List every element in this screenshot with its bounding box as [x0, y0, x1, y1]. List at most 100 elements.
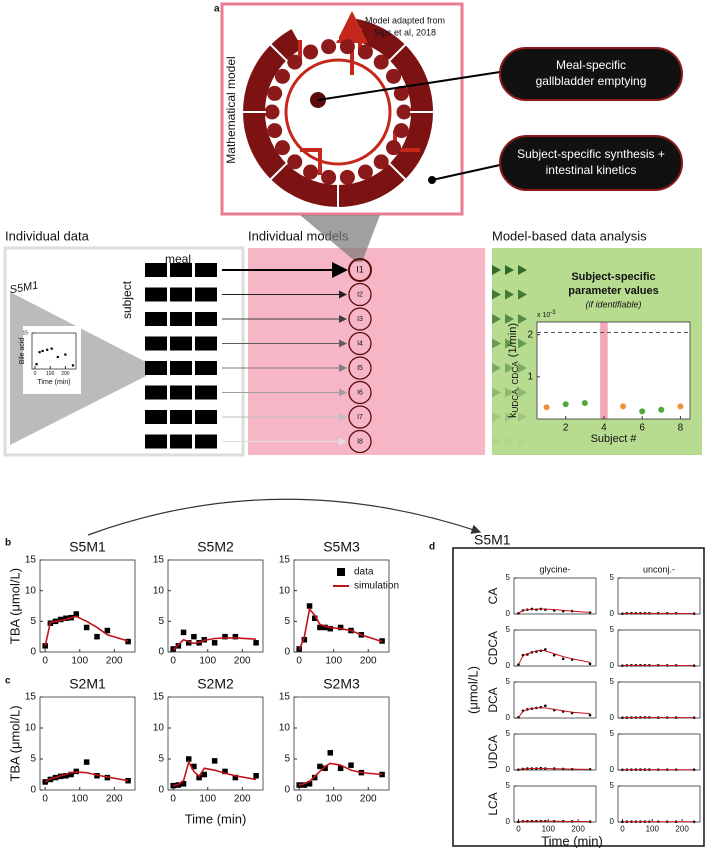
- x-tick-label: 6: [639, 423, 645, 434]
- data-point: [561, 657, 565, 661]
- data-point: [588, 662, 592, 666]
- y-tick-label: 0: [158, 647, 164, 658]
- data-point: [83, 624, 90, 631]
- legend-label: simulation: [354, 581, 399, 592]
- x-tick-label: 0: [170, 794, 176, 805]
- meal-block: [195, 336, 217, 351]
- y-tick-label: 5: [506, 729, 511, 738]
- zoom-funnel: [300, 215, 380, 262]
- y-tick-label: 2: [527, 329, 533, 340]
- sim-line: [298, 607, 383, 651]
- y-tick-label: 5: [610, 677, 615, 686]
- output-arrow: [492, 363, 501, 373]
- output-arrow: [518, 412, 527, 422]
- y-axis-label: UDCA: [486, 735, 500, 769]
- x-axis-label: Subject #: [591, 433, 638, 445]
- sim-line: [518, 820, 591, 823]
- panel-d-box: [452, 547, 705, 847]
- ring-cell: [274, 140, 290, 156]
- data-point: [196, 774, 202, 781]
- data-point: [337, 765, 344, 772]
- data-point: [306, 603, 313, 609]
- meal-block: [145, 410, 167, 424]
- output-arrow: [518, 363, 527, 373]
- panel-d-title: S5M1: [474, 532, 511, 548]
- data-point: [317, 763, 323, 770]
- model-node: [348, 282, 372, 307]
- model-label: I7: [357, 414, 363, 421]
- chart-title: Subject-specific: [571, 271, 655, 283]
- axes-frame: [167, 559, 264, 653]
- x-tick-label: 100: [646, 824, 660, 833]
- x-tick-label: 200: [675, 824, 689, 833]
- output-arrow: [505, 412, 514, 422]
- data-point: [73, 611, 80, 617]
- y-tick-label: 5: [610, 729, 615, 738]
- data-point: [337, 624, 344, 631]
- data-point: [38, 351, 41, 354]
- data-point: [63, 772, 69, 779]
- x-tick-label: 100: [199, 794, 216, 805]
- data-point: [639, 408, 646, 415]
- callout-line: [431, 164, 501, 181]
- chart-title: S5M1: [69, 539, 106, 555]
- data-point: [692, 612, 696, 615]
- section-title: Model-based data analysis: [492, 228, 647, 243]
- data-point: [544, 704, 547, 708]
- output-arrow: [492, 387, 501, 398]
- data-point: [544, 648, 547, 651]
- x-tick-label: 0: [42, 656, 48, 667]
- data-point: [41, 349, 44, 353]
- chart-title: S5M3: [323, 539, 360, 555]
- y-axis-label: TBA (μmol/L): [7, 705, 22, 781]
- models-box: [248, 248, 485, 455]
- meal-block: [170, 361, 192, 375]
- output-arrow: [505, 265, 514, 275]
- y-tick-label: 10: [279, 723, 291, 734]
- output-arrow: [505, 289, 514, 300]
- x-axis-label: Time (min): [37, 379, 70, 386]
- output-arrow: [518, 289, 527, 300]
- ring-cell: [393, 85, 409, 101]
- data-point: [175, 643, 182, 649]
- model-label: I8: [357, 438, 363, 445]
- x-tick-label: 0: [42, 794, 48, 805]
- data-point: [185, 640, 192, 646]
- x-tick-label: 100: [46, 371, 55, 377]
- data-point: [311, 615, 318, 622]
- x-tick-label: 100: [71, 794, 88, 805]
- data-point: [201, 771, 208, 778]
- panel-label: a: [214, 4, 220, 15]
- data-point: [677, 403, 684, 410]
- x-tick-label: 0: [296, 656, 302, 667]
- model-label: I2: [357, 291, 363, 298]
- ring-cell: [373, 154, 389, 170]
- chart-title: S5M2: [197, 539, 234, 555]
- multiplier-base: x 10: [537, 312, 550, 319]
- y-tick-label: 0: [284, 647, 290, 658]
- data-point: [191, 633, 197, 640]
- chart-title: S2M3: [323, 676, 360, 692]
- y-tick-label: 0: [30, 647, 36, 658]
- chart-title: glycine-: [539, 564, 570, 574]
- output-arrow: [492, 265, 501, 275]
- x-tick-label: 8: [678, 423, 684, 434]
- data-point: [64, 353, 67, 356]
- sim-line: [518, 768, 591, 771]
- x-tick-label: 200: [234, 656, 251, 667]
- y-axis-label: TBA (μmol/L): [7, 568, 22, 644]
- data-point: [222, 768, 228, 775]
- panel-label: b: [5, 538, 11, 549]
- model-node: [348, 258, 372, 282]
- axes-frame: [617, 577, 701, 615]
- ring-cell: [303, 164, 319, 180]
- y-tick-label: 1: [527, 371, 533, 382]
- axes-frame: [513, 785, 597, 823]
- link-arrow: [87, 498, 482, 536]
- x-tick-label: 0: [620, 824, 625, 833]
- x-tick-label: 100: [71, 656, 88, 667]
- data-point: [581, 399, 588, 406]
- data-point: [253, 640, 259, 646]
- meal-block: [170, 410, 192, 424]
